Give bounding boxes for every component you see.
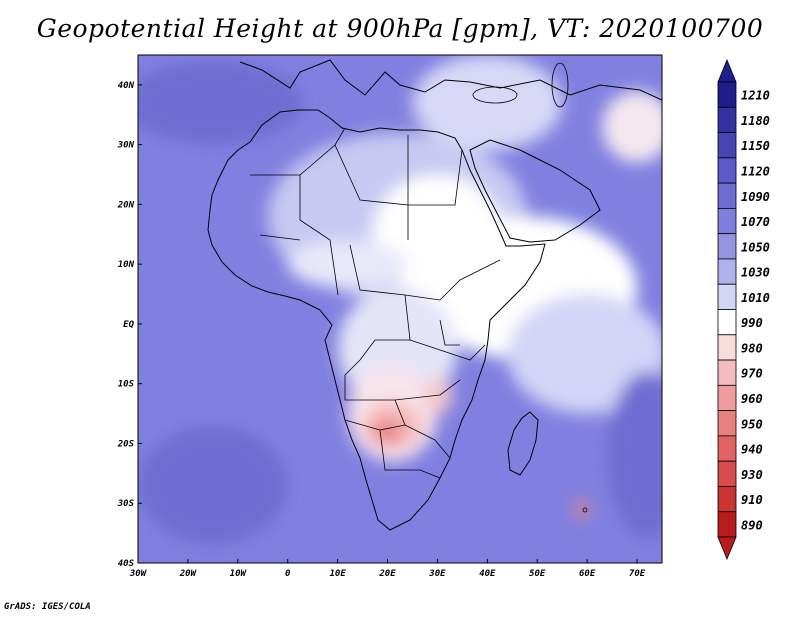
x-tick-label: 50E bbox=[529, 569, 546, 579]
colorbar-swatch bbox=[717, 182, 737, 209]
x-tick-label: 20E bbox=[378, 569, 396, 579]
colorbar-swatch bbox=[717, 410, 737, 437]
x-axis-ticks: 30W 20W 10W 0 10E 20E 30E 40E 50E 60E 70E bbox=[129, 559, 646, 579]
colorbar-swatch bbox=[717, 283, 737, 310]
mauritius-island bbox=[582, 507, 588, 513]
colorbar-swatch bbox=[717, 511, 737, 538]
colorbar-swatch bbox=[717, 258, 737, 285]
y-tick-label: 40N bbox=[118, 81, 135, 91]
europe-coastline bbox=[239, 59, 662, 101]
x-tick-label: 20W bbox=[179, 569, 198, 579]
y-tick-label: 30N bbox=[117, 141, 135, 151]
colorbar-swatch bbox=[717, 157, 737, 184]
colorbar: 1210 1180 1150 1120 1090 1070 1050 1030 1010 990 9… bbox=[717, 58, 770, 561]
colorbar-label: 990 bbox=[741, 316, 763, 330]
madagascar-coastline bbox=[507, 411, 539, 476]
colorbar-label: 1070 bbox=[741, 215, 770, 229]
colorbar-label: 910 bbox=[741, 493, 763, 507]
y-tick-label: 40S bbox=[118, 559, 135, 569]
x-tick-label: 30W bbox=[129, 569, 148, 579]
y-tick-label: 30S bbox=[117, 499, 135, 509]
colorbar-label: 1010 bbox=[741, 291, 770, 305]
colorbar-label: 1050 bbox=[741, 240, 770, 254]
field-mauritius-low bbox=[574, 500, 590, 519]
x-tick-label: 10E bbox=[329, 569, 346, 579]
x-tick-label: 60E bbox=[579, 569, 596, 579]
grads-credit: GrADS: IGES/COLA bbox=[4, 602, 91, 612]
y-tick-label: 10N bbox=[118, 260, 135, 270]
x-tick-label: 0 bbox=[285, 569, 291, 579]
colorbar-swatch bbox=[717, 359, 737, 386]
colorbar-label: 970 bbox=[741, 367, 763, 381]
field-middle-east-pale bbox=[602, 90, 662, 163]
field-se-atlantic-high bbox=[138, 425, 288, 546]
colorbar-label: 1150 bbox=[741, 139, 770, 153]
x-tick-label: 70E bbox=[629, 569, 646, 579]
colorbar-swatch bbox=[717, 132, 737, 159]
y-tick-label: 20N bbox=[117, 200, 135, 210]
plot-area bbox=[138, 55, 662, 563]
field-sahel-white bbox=[287, 240, 408, 289]
colorbar-bottom-arrow bbox=[717, 536, 737, 561]
field-se-indian-high bbox=[607, 371, 662, 540]
colorbar-label: 1030 bbox=[741, 266, 770, 280]
colorbar-label: 1090 bbox=[741, 190, 770, 204]
height-field bbox=[138, 55, 662, 546]
colorbar-label: 1180 bbox=[741, 114, 770, 128]
country-borders bbox=[250, 127, 501, 479]
colorbar-label: 930 bbox=[741, 468, 763, 482]
field-ne-atlantic-ring bbox=[138, 60, 303, 145]
africa-coastline bbox=[207, 109, 546, 531]
x-tick-label: 40E bbox=[479, 569, 496, 579]
colorbar-swatch bbox=[717, 309, 737, 336]
colorbar-swatch bbox=[717, 81, 737, 108]
colorbar-swatch bbox=[717, 207, 737, 235]
colorbar-swatch bbox=[717, 233, 737, 260]
x-tick-label: 30E bbox=[428, 569, 446, 579]
colorbar-label: 1120 bbox=[741, 164, 770, 178]
x-tick-label: 10W bbox=[230, 569, 248, 579]
colorbar-top-arrow bbox=[717, 58, 737, 83]
colorbar-swatch bbox=[717, 384, 737, 412]
colorbar-swatch bbox=[717, 435, 737, 462]
y-tick-label: 10S bbox=[118, 380, 135, 390]
map-title: Geopotential Height at 900hPa [gpm], VT:… bbox=[36, 14, 764, 43]
arabia-coastline bbox=[469, 139, 601, 243]
colorbar-label: 960 bbox=[741, 392, 763, 406]
y-tick-label: 20S bbox=[117, 439, 135, 449]
colorbar-label: 940 bbox=[741, 443, 763, 457]
black-sea bbox=[472, 86, 518, 104]
colorbar-label: 1210 bbox=[741, 89, 770, 103]
y-tick-label: EQ bbox=[123, 320, 134, 330]
colorbar-label: 890 bbox=[741, 518, 763, 532]
colorbar-label: 980 bbox=[741, 341, 763, 355]
colorbar-swatch bbox=[717, 486, 737, 513]
caspian-sea bbox=[551, 62, 569, 108]
colorbar-swatch bbox=[717, 460, 737, 487]
colorbar-label: 950 bbox=[741, 417, 763, 431]
field-indian-ocean-pale bbox=[507, 294, 662, 414]
colorbar-swatch bbox=[717, 334, 737, 361]
plot-frame bbox=[137, 54, 663, 564]
y-axis-ticks: 40N 30N 20N 10N EQ 10S 20S 30S 40S bbox=[117, 81, 142, 569]
colorbar-swatch bbox=[717, 106, 737, 133]
field-angola-low-core bbox=[372, 419, 403, 444]
